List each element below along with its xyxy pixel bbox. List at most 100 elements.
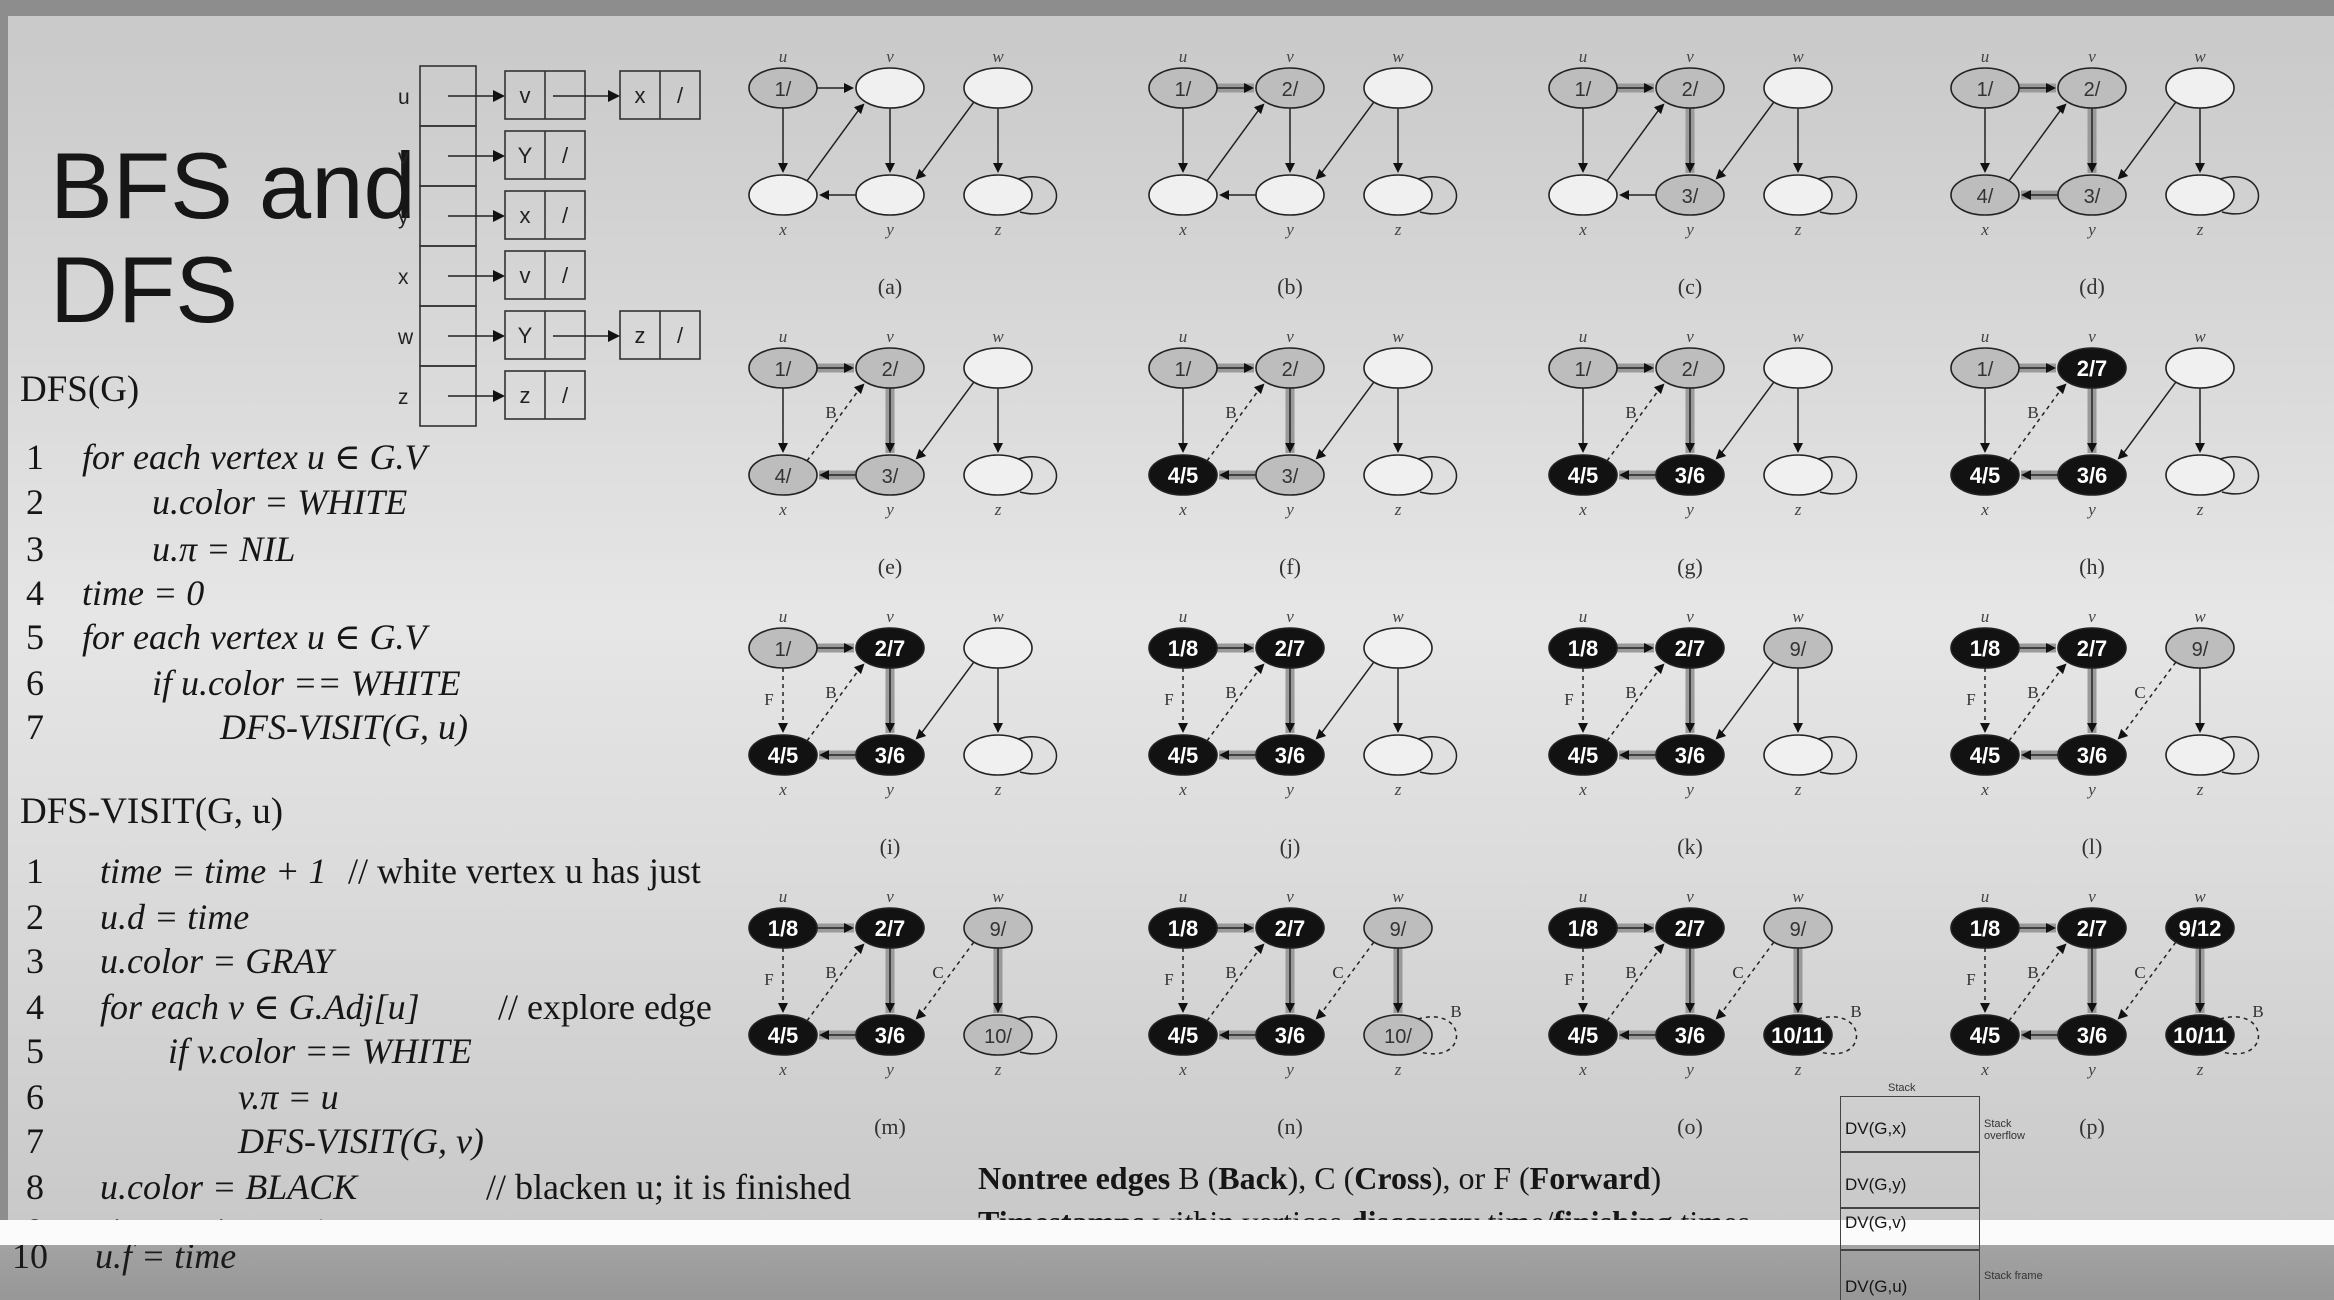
vertex-name: u — [1179, 47, 1188, 66]
line-number: 1 — [26, 437, 44, 477]
line-text: DFS-VISIT(G, v) — [238, 1121, 484, 1161]
arrow-head-icon — [2021, 1030, 2031, 1040]
dfs-graph-grid: 1/u v wx y z(a)1/u2/v wx y z(b)1/u2/v wx3/y z(c)1… — [748, 47, 2264, 1139]
arrow-head-icon — [778, 443, 788, 453]
note-p5: ( — [1511, 1160, 1530, 1196]
arrow-head-icon — [493, 330, 505, 342]
line-text: u.π = NIL — [152, 529, 296, 569]
arrow-head-icon — [2055, 943, 2067, 955]
arrow-head-icon — [1980, 163, 1990, 173]
vertex-w — [2165, 907, 2235, 949]
arrow-head-icon — [993, 443, 1003, 453]
adjacency-node-label: v — [520, 83, 531, 108]
dfs-step-graph: B F 1/8 u 2/7 v w 4/5 x 3/6 y z (j) — [1148, 607, 1458, 859]
graph-edge — [919, 941, 975, 1016]
vertex-timestamp: 4/5 — [768, 743, 799, 768]
vertex-name: w — [992, 47, 1004, 66]
arrow-head-icon — [1178, 1003, 1188, 1013]
arrow-head-icon — [853, 383, 865, 395]
adjacency-node-label: z — [520, 383, 531, 408]
arrow-head-icon — [1253, 383, 1265, 395]
vertex-timestamp: 1/8 — [1568, 636, 1599, 661]
arrow-head-icon — [2195, 443, 2205, 453]
dfs-visit-line-10: 10 u.f = time — [12, 1245, 236, 1277]
adjacency-node-label: x — [635, 83, 646, 108]
vertex-timestamp: 2/7 — [875, 636, 906, 661]
vertex-name: x — [1178, 220, 1187, 239]
vertex-u — [1950, 907, 2020, 949]
note-discovery: discovery — [1350, 1204, 1480, 1220]
self-loop-edge — [1017, 456, 1058, 495]
vertex-x — [1148, 1014, 1218, 1056]
self-loop-edge — [1017, 176, 1058, 215]
vertex-timestamp: 3/6 — [1675, 463, 1706, 488]
vertex-name: x — [1980, 500, 1989, 519]
arrow-head-icon — [1685, 163, 1695, 173]
vertex-timestamp: 3/6 — [2077, 1023, 2108, 1048]
vertex-v — [855, 907, 925, 949]
vertex-timestamp: 4/5 — [1970, 743, 2001, 768]
vertex-name: x — [1980, 220, 1989, 239]
line-comment: // white vertex u has just — [348, 851, 701, 891]
vertex-timestamp: 4/ — [775, 466, 792, 488]
line-text: time = 0 — [82, 573, 205, 613]
vertex-name: u — [1179, 607, 1188, 626]
vertex-v — [855, 67, 925, 109]
arrow-head-icon — [1980, 443, 1990, 453]
bottom-band: 10 u.f = time — [0, 1245, 2334, 1300]
line-number: 7 — [26, 1121, 44, 1161]
vertex-w — [1763, 347, 1833, 389]
line-text: time = time + 1 — [100, 851, 327, 891]
arrow-head-icon — [1178, 163, 1188, 173]
arrow-head-icon — [915, 728, 927, 740]
arrow-head-icon — [2195, 723, 2205, 733]
self-loop-edge — [1817, 736, 1858, 775]
graph-edge — [806, 387, 861, 462]
line-text: DFS-VISIT(G, u) — [220, 707, 468, 747]
vertex-v — [855, 347, 925, 389]
vertex-z — [2165, 454, 2235, 496]
graph-caption: (o) — [1677, 1114, 1703, 1139]
note-back: Back — [1218, 1160, 1288, 1196]
vertex-y — [2057, 734, 2127, 776]
dfs-args: (G) — [87, 369, 140, 410]
vertex-w — [1363, 347, 1433, 389]
adjacency-node-label: Y — [518, 323, 533, 348]
arrow-head-icon — [493, 210, 505, 222]
vertex-timestamp: 3/6 — [875, 743, 906, 768]
line-text: for each vertex u ∈ G.V — [82, 617, 427, 657]
graph-edge — [1606, 387, 1661, 462]
line-text: u.color = GRAY — [100, 941, 334, 981]
arrow-head-icon — [493, 270, 505, 282]
vertex-timestamp: 3/6 — [875, 1023, 906, 1048]
vertex-timestamp: 4/5 — [1168, 463, 1199, 488]
vertex-name: w — [1792, 887, 1804, 906]
vertex-name: z — [2196, 1060, 2204, 1079]
arrow-head-icon — [844, 83, 854, 93]
vertex-timestamp: 9/ — [990, 919, 1007, 941]
arrow-head-icon — [853, 663, 865, 675]
dfs-step-graph: 1/u 2/v w x 3/y z (c) — [1548, 47, 1858, 299]
forward-edge-label: F — [1966, 970, 1975, 989]
adjacency-vertex-label: z — [398, 386, 409, 409]
vertex-y — [855, 734, 925, 776]
arrow-head-icon — [2055, 383, 2067, 395]
line-number: 3 — [26, 529, 44, 569]
arrow-head-icon — [1644, 83, 1654, 93]
vertex-timestamp: 2/ — [1682, 359, 1699, 381]
adjacency-row-z: z z / — [398, 365, 586, 427]
forward-edge-label: F — [1966, 690, 1975, 709]
forward-edge-label: F — [1564, 690, 1573, 709]
self-loop-edge — [1417, 456, 1458, 495]
nontree-edges-note: Nontree edges B (Back), C (Cross), or F … — [978, 1160, 1661, 1197]
dfs-step-graph: B F C B 1/8 u 2/7 v 9/w 4/5 x 3/6 y 10/11 z (o) — [1548, 887, 1862, 1139]
graph-edge — [1206, 947, 1261, 1022]
adjacency-node-label: Y — [518, 143, 533, 168]
graph-edge — [2121, 941, 2177, 1016]
note-within: within vertices — [1145, 1204, 1350, 1220]
vertex-timestamp: 9/ — [1790, 639, 1807, 661]
vertex-w — [1363, 67, 1433, 109]
arrow-head-icon — [844, 643, 854, 653]
vertex-timestamp: 3/6 — [1275, 743, 1306, 768]
vertex-name: u — [1579, 327, 1588, 346]
